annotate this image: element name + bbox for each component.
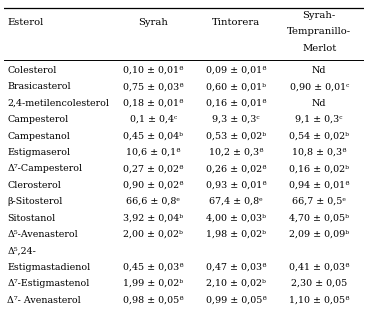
Text: 10,2 ± 0,3ª: 10,2 ± 0,3ª — [209, 148, 263, 157]
Text: Δ⁷- Avenasterol: Δ⁷- Avenasterol — [7, 295, 81, 304]
Text: 2,09 ± 0,09ᵇ: 2,09 ± 0,09ᵇ — [289, 230, 349, 239]
Text: 0,60 ± 0,01ᵇ: 0,60 ± 0,01ᵇ — [206, 82, 266, 91]
Text: 0,53 ± 0,02ᵇ: 0,53 ± 0,02ᵇ — [206, 131, 266, 140]
Text: 67,4 ± 0,8ᵉ: 67,4 ± 0,8ᵉ — [209, 197, 263, 206]
Text: 0,94 ± 0,01ª: 0,94 ± 0,01ª — [289, 181, 350, 190]
Text: Δ⁷-Campesterol: Δ⁷-Campesterol — [7, 164, 82, 173]
Text: 0,10 ± 0,01ª: 0,10 ± 0,01ª — [123, 66, 184, 75]
Text: Campesterol: Campesterol — [7, 115, 68, 124]
Text: 2,30 ± 0,05: 2,30 ± 0,05 — [291, 279, 347, 288]
Text: Esterol: Esterol — [7, 18, 43, 27]
Text: 0,16 ± 0,01ª: 0,16 ± 0,01ª — [206, 99, 266, 108]
Text: 3,92 ± 0,04ᵇ: 3,92 ± 0,04ᵇ — [123, 214, 183, 223]
Text: Brasicasterol: Brasicasterol — [7, 82, 71, 91]
Text: 0,75 ± 0,03ª: 0,75 ± 0,03ª — [123, 82, 184, 91]
Text: 0,90 ± 0,02ª: 0,90 ± 0,02ª — [123, 181, 184, 190]
Text: β-Sitosterol: β-Sitosterol — [7, 197, 63, 206]
Text: 0,99 ± 0,05ª: 0,99 ± 0,05ª — [206, 295, 267, 304]
Text: 0,93 ± 0,01ª: 0,93 ± 0,01ª — [206, 181, 267, 190]
Text: 66,7 ± 0,5ᵉ: 66,7 ± 0,5ᵉ — [292, 197, 346, 206]
Text: 1,99 ± 0,02ᵇ: 1,99 ± 0,02ᵇ — [123, 279, 183, 288]
Text: Syrah-: Syrah- — [302, 11, 336, 20]
Text: 0,1 ± 0,4ᶜ: 0,1 ± 0,4ᶜ — [130, 115, 177, 124]
Text: 0,16 ± 0,02ᵇ: 0,16 ± 0,02ᵇ — [289, 164, 349, 173]
Text: 0,26 ± 0,02ª: 0,26 ± 0,02ª — [206, 164, 266, 173]
Text: Sitostanol: Sitostanol — [7, 214, 56, 223]
Text: 0,98 ± 0,05ª: 0,98 ± 0,05ª — [123, 295, 184, 304]
Text: Merlot: Merlot — [302, 44, 336, 53]
Text: Nd: Nd — [312, 99, 326, 108]
Text: 66,6 ± 0,8ᵉ: 66,6 ± 0,8ᵉ — [126, 197, 180, 206]
Text: Tintorera: Tintorera — [212, 18, 261, 27]
Text: 10,8 ± 0,3ª: 10,8 ± 0,3ª — [292, 148, 347, 157]
Text: Estigmaserol: Estigmaserol — [7, 148, 70, 157]
Text: 0,90 ± 0,01ᶜ: 0,90 ± 0,01ᶜ — [290, 82, 349, 91]
Text: Syrah: Syrah — [138, 18, 168, 27]
Text: 0,18 ± 0,01ª: 0,18 ± 0,01ª — [123, 99, 184, 108]
Text: 0,09 ± 0,01ª: 0,09 ± 0,01ª — [206, 66, 266, 75]
Text: 4,00 ± 0,03ᵇ: 4,00 ± 0,03ᵇ — [206, 214, 266, 223]
Text: Clerosterol: Clerosterol — [7, 181, 61, 190]
Text: 1,10 ± 0,05ª: 1,10 ± 0,05ª — [289, 295, 350, 304]
Text: 2,10 ± 0,02ᵇ: 2,10 ± 0,02ᵇ — [206, 279, 266, 288]
Text: 0,54 ± 0,02ᵇ: 0,54 ± 0,02ᵇ — [289, 131, 349, 140]
Text: 1,98 ± 0,02ᵇ: 1,98 ± 0,02ᵇ — [206, 230, 266, 239]
Text: 9,3 ± 0,3ᶜ: 9,3 ± 0,3ᶜ — [212, 115, 260, 124]
Text: Δ⁵-Avenasterol: Δ⁵-Avenasterol — [7, 230, 78, 239]
Text: Campestanol: Campestanol — [7, 131, 70, 140]
Text: Nd: Nd — [312, 66, 326, 75]
Text: 0,45 ± 0,03ª: 0,45 ± 0,03ª — [123, 263, 184, 272]
Text: 2,00 ± 0,02ᵇ: 2,00 ± 0,02ᵇ — [123, 230, 183, 239]
Text: Tempranillo-: Tempranillo- — [287, 27, 351, 36]
Text: 2,4-metilencolesterol: 2,4-metilencolesterol — [7, 99, 109, 108]
Text: Δ⁵,24-: Δ⁵,24- — [7, 246, 36, 255]
Text: 0,45 ± 0,04ᵇ: 0,45 ± 0,04ᵇ — [123, 131, 183, 140]
Text: 0,47 ± 0,03ª: 0,47 ± 0,03ª — [206, 263, 266, 272]
Text: 0,41 ± 0,03ª: 0,41 ± 0,03ª — [289, 263, 350, 272]
Text: 4,70 ± 0,05ᵇ: 4,70 ± 0,05ᵇ — [289, 214, 349, 223]
Text: Δ⁷-Estigmastenol: Δ⁷-Estigmastenol — [7, 279, 90, 288]
Text: Estigmastadienol: Estigmastadienol — [7, 263, 91, 272]
Text: 9,1 ± 0,3ᶜ: 9,1 ± 0,3ᶜ — [296, 115, 343, 124]
Text: Colesterol: Colesterol — [7, 66, 57, 75]
Text: 10,6 ± 0,1ª: 10,6 ± 0,1ª — [126, 148, 181, 157]
Text: 0,27 ± 0,02ª: 0,27 ± 0,02ª — [123, 164, 184, 173]
